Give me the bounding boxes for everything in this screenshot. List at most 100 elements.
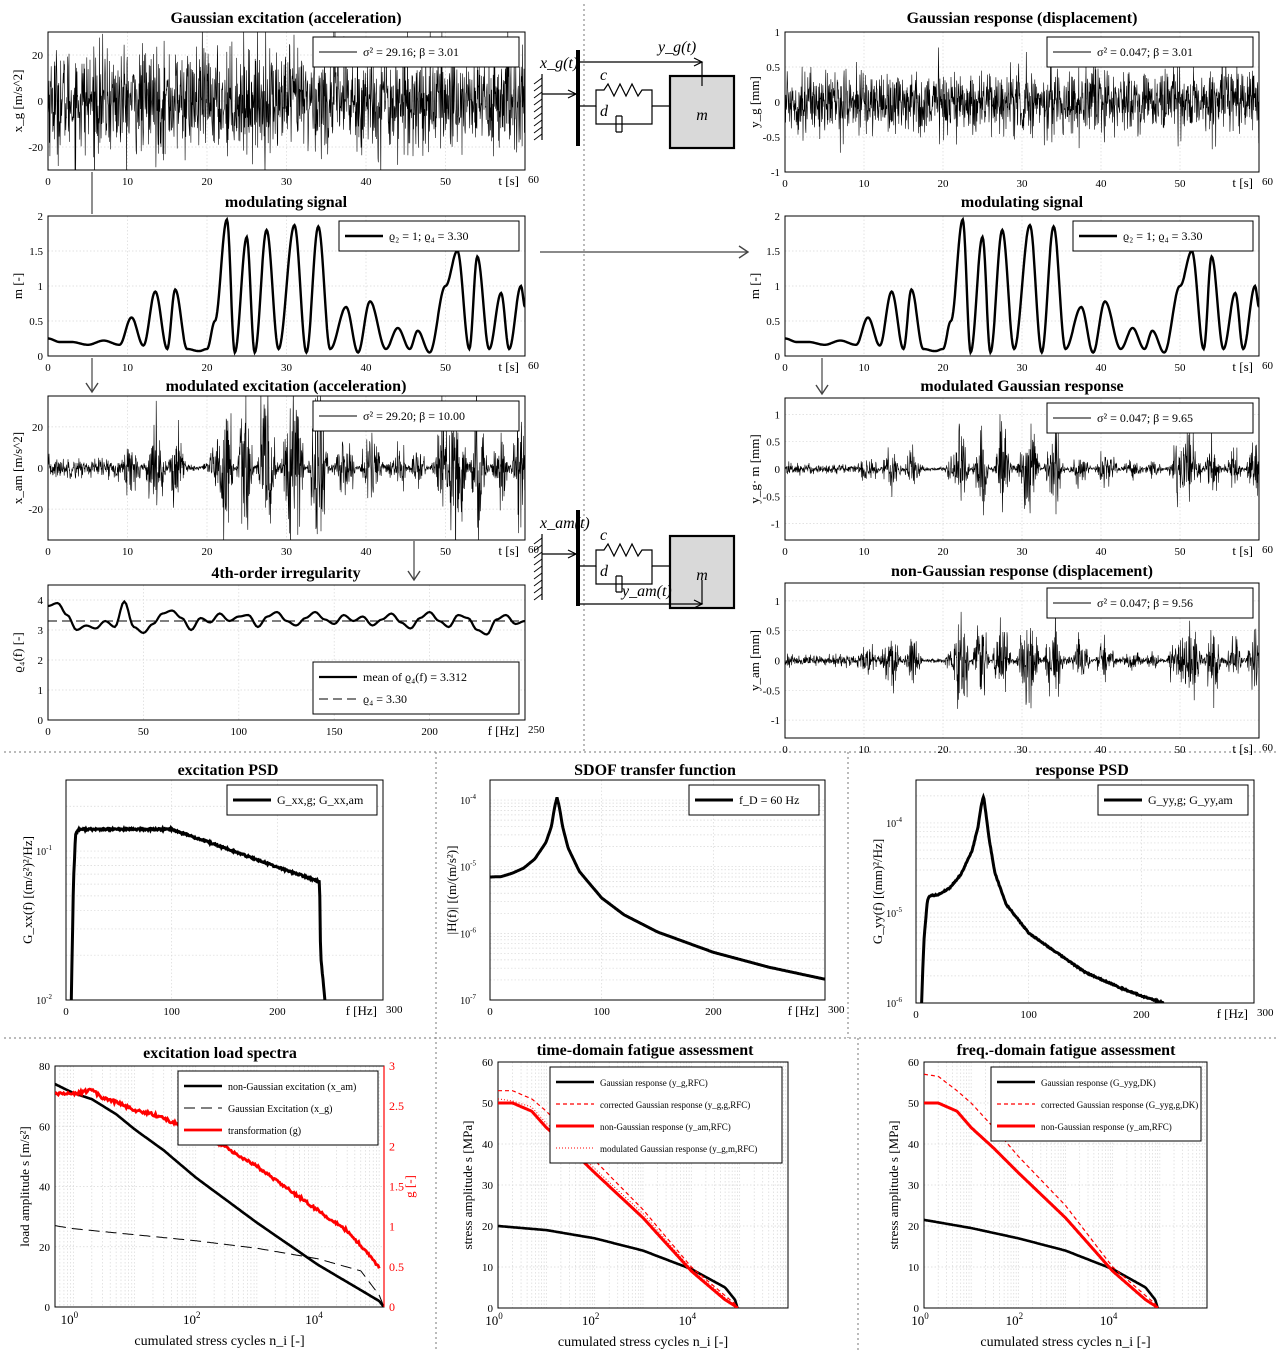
chart-title: non-Gaussian response (displacement): [891, 563, 1153, 580]
chart-title: SDOF transfer function: [574, 762, 736, 779]
y-axis-label: stress amplitude s [MPa]: [886, 1121, 901, 1250]
legend: Gaussian response (G_yyg,DK) corrected Ga…: [990, 1066, 1202, 1142]
y-tick-label: 1: [775, 27, 781, 39]
axes-frame: [915, 779, 1255, 1004]
x-tick-label: 40: [361, 362, 373, 374]
x-axis-label: t [s]: [498, 173, 519, 188]
wall-hatch: [533, 586, 543, 594]
flow-arrows: [85, 172, 829, 582]
x-tick-label: 0: [45, 546, 51, 558]
x-tick-label: 40: [1096, 362, 1108, 374]
y-tick-label: 0.5: [766, 316, 780, 328]
sdof-diagrams: x_g(t) y_g(t)c d m x_am(t) y_am(t) c d m: [533, 39, 736, 610]
y-tick-label: 10-5: [886, 906, 902, 920]
data-layer: [924, 1073, 1159, 1308]
axes-frame: [497, 1061, 789, 1309]
y-tick-label: 1: [38, 281, 44, 293]
axes-frame: [489, 779, 826, 1001]
y-tick-label: 0: [38, 463, 44, 475]
arrow-head: [738, 245, 750, 259]
fatigue-line: [924, 1073, 1159, 1308]
x-tick-label: 10: [859, 362, 871, 374]
y-tick-label: -20: [28, 142, 43, 154]
y-tick-label: 4: [38, 595, 44, 607]
wall-hatch: [533, 112, 543, 120]
y-tick-label: -1: [771, 519, 780, 531]
chart-p7: 0 10 20 30 40 50 60 -1 -0.5 0 0.5 1 modulated Gaussi…: [747, 378, 1274, 558]
x-tick-exp: 2: [1019, 1311, 1024, 1321]
x-tick-label: 0: [487, 1006, 493, 1018]
x-tick-label: 0: [782, 362, 788, 374]
chart-title: Gaussian response (displacement): [907, 10, 1138, 27]
x-tick-label: 60: [1262, 176, 1274, 188]
y-tick-label: 60: [908, 1057, 920, 1069]
legend-text: Gaussian response (G_yyg,DK): [1041, 1078, 1156, 1088]
wall-hatch: [533, 551, 543, 559]
y-tick-label: 2: [38, 655, 44, 667]
legend-text: ϱ₄ = 3.30: [363, 692, 407, 706]
chart-p2: 0 10 20 30 40 50 60 0 0.5 1 1.5 2 modulating signal t…: [10, 194, 540, 374]
y-tick-label: 20: [32, 422, 44, 434]
x-tick-label: 20: [938, 744, 950, 756]
x-tick-label: 10: [859, 744, 871, 756]
x-tick-label: 30: [1017, 178, 1029, 190]
wall-hatch: [533, 98, 543, 106]
output-label: y_am(t): [620, 583, 672, 600]
y-tick-exp: -6: [896, 996, 902, 1004]
x-tick-label: 0: [782, 546, 788, 558]
arrow-head: [567, 89, 578, 99]
sdof-diagram: x_g(t) y_g(t)c d m: [533, 39, 736, 150]
chart-title: time-domain fatigue assessment: [537, 1042, 755, 1059]
x-tick-label: 0: [782, 744, 788, 756]
spectrum-line: [55, 1082, 384, 1307]
x-tick-label: 10: [859, 178, 871, 190]
x-tick-label: 50: [1175, 178, 1187, 190]
axes-frame: [65, 779, 384, 1001]
legend-text: G_yy,g; G_yy,am: [1148, 793, 1233, 807]
legend-text: modulated Gaussian response (y_g,m,RFC): [600, 1144, 757, 1154]
y2-tick-label: 2.5: [389, 1099, 404, 1113]
arrow-head: [567, 549, 578, 559]
legend-text: mean of ϱ₄(f) = 3.312: [363, 670, 467, 684]
y-tick-label: 10-4: [460, 793, 476, 807]
legend-text: σ² = 0.047; β = 9.65: [1097, 411, 1193, 425]
x-tick-label: 200: [705, 1006, 722, 1018]
x-tick-label: 30: [281, 546, 293, 558]
y-tick-label: 20: [482, 1221, 494, 1233]
y2-tick-label: 3: [389, 1059, 395, 1073]
chart-title: Gaussian excitation (acceleration): [170, 10, 401, 27]
y-tick-label: 0: [38, 715, 44, 727]
y-axis-label: m [-]: [10, 273, 25, 299]
legend-text: Gaussian response (y_g,RFC): [600, 1078, 708, 1088]
x-tick-label: 102: [582, 1311, 600, 1328]
x-tick-label: 50: [440, 546, 452, 558]
wall-hatch: [533, 593, 543, 601]
y-tick-label: -20: [28, 504, 43, 516]
x-tick-label: 104: [679, 1311, 697, 1328]
legend: mean of ϱ₄(f) = 3.312 ϱ₄ = 3.30: [312, 661, 520, 715]
x-tick-label: 50: [1175, 362, 1187, 374]
x-tick-label: 0: [913, 1009, 919, 1021]
y-tick-label: 10-6: [886, 996, 902, 1010]
mass-label: m: [696, 107, 708, 124]
y2-axis-label: g [-]: [402, 1175, 417, 1198]
y-tick-label: -1: [771, 167, 780, 179]
y-tick-exp: -2: [46, 993, 52, 1001]
chart-p9: 0 100 200 300 10-2 10-1 excitation PSD f [Hz] G_…: [20, 762, 403, 1018]
wall-hatch: [533, 105, 543, 113]
y-tick-label: 10-7: [460, 993, 476, 1007]
x-axis-label: f [Hz]: [488, 723, 519, 738]
wall-hatch: [533, 544, 543, 552]
x-tick-label: 50: [1175, 546, 1187, 558]
x-tick-label: 10: [859, 546, 871, 558]
arrow-head: [407, 570, 421, 582]
y-tick-label: 1.5: [29, 246, 43, 258]
x-axis-label: t [s]: [1232, 741, 1253, 756]
y-tick-label: 50: [908, 1098, 920, 1110]
x-tick-label: 100: [163, 1006, 180, 1018]
y-axis-label: G_xx(f) [(m/s²)²/Hz]: [20, 836, 35, 944]
chart-title: excitation load spectra: [143, 1045, 297, 1062]
chart-p6: 0 10 20 30 40 50 60 0 0.5 1 1.5 2 modulating signal t…: [747, 194, 1274, 374]
x-tick-label: 200: [269, 1006, 286, 1018]
y-axis-label: G_yy(f) [(mm)²/Hz]: [870, 839, 885, 944]
